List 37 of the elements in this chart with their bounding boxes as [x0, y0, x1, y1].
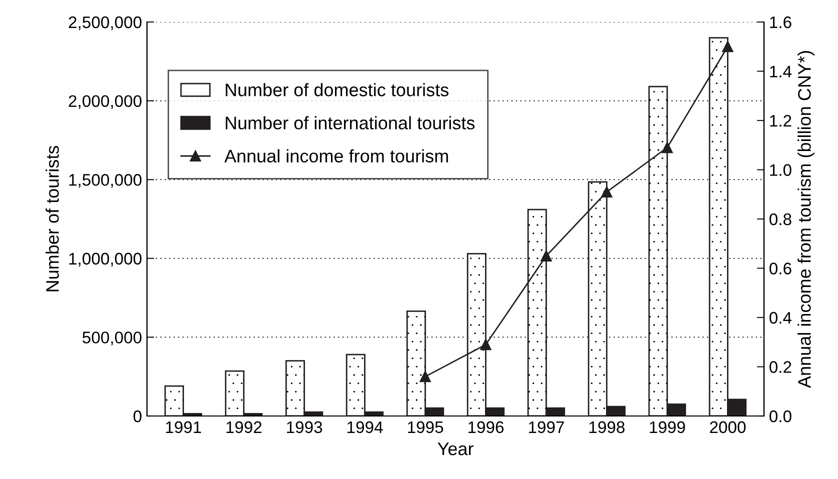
point [480, 339, 492, 350]
legend-label: Annual income from tourism [224, 149, 448, 162]
x-axis-title: Year [438, 442, 474, 456]
y-tick-label: 2,000,000 [68, 95, 142, 109]
point [662, 142, 673, 154]
y2-tick-label: 0.2 [770, 361, 792, 373]
y2-tick-label: 1.6 [770, 16, 792, 28]
y2-tick-label: 1.4 [770, 66, 792, 78]
y2-tick-label: 0.0 [770, 410, 792, 422]
point [722, 41, 734, 52]
x-tick-label: 1993 [287, 421, 322, 434]
y-tick-label: 500,000 [82, 332, 142, 346]
legend-label: Number of domestic tourists [226, 83, 448, 96]
x-tick-label: 1998 [589, 421, 625, 434]
x-tick-label: 1997 [528, 421, 564, 434]
legend-label: Number of international tourists [226, 116, 475, 130]
y2-tick-label: 1.2 [770, 114, 792, 127]
y-tick-label: 0 [134, 410, 142, 422]
y2-tick-label: 0.6 [770, 262, 792, 274]
x-tick-label: 1995 [408, 421, 444, 434]
x-tick-label: 1999 [650, 421, 685, 434]
point [601, 186, 612, 198]
x-tick-label: 1992 [226, 421, 262, 434]
y2-tick-label: 1.0 [770, 164, 792, 176]
y-axis-title: Number of tourists [46, 146, 59, 292]
y2-tick-label: 0.8 [770, 213, 792, 226]
y-tick-label: 1,000,000 [69, 252, 142, 267]
point [420, 371, 431, 382]
y2-axis-title: Annual income from tourism (billion CNY*) [798, 51, 814, 388]
x-tick-label: 2000 [710, 421, 746, 434]
y-tick-label: 1,500,000 [69, 174, 142, 188]
x-tick-label: 1994 [348, 421, 383, 434]
x-tick-label: 1996 [468, 421, 504, 434]
x-tick-label: 1991 [166, 421, 202, 434]
y-tick-label: 2,500,000 [68, 16, 142, 30]
point [540, 250, 552, 262]
y2-tick-label: 0.4 [770, 312, 792, 324]
